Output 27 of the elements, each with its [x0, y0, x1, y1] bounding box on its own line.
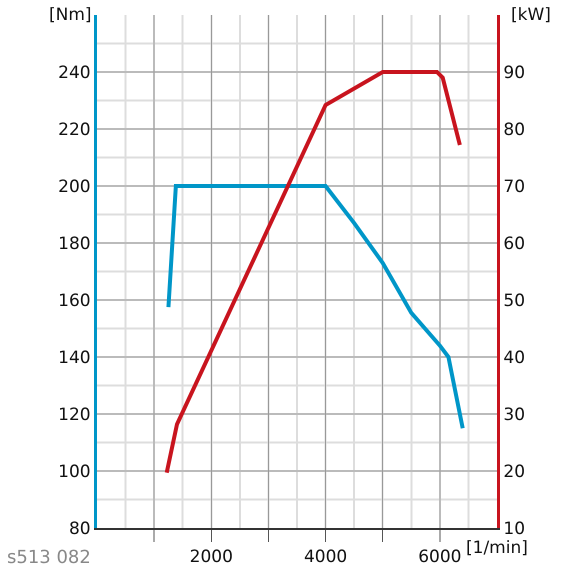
- y2-tick-label: 10: [503, 518, 526, 539]
- y2-tick-label: 40: [503, 348, 526, 368]
- y2-axis-title: [kW]: [511, 5, 551, 25]
- x-tick-label: 4000: [304, 547, 348, 568]
- x-tick-label: 6000: [418, 547, 462, 568]
- y2-tick-label: 90: [503, 62, 526, 83]
- y-tick-label: 240: [58, 62, 91, 83]
- y-tick-label: 120: [58, 404, 91, 425]
- y-tick-label: 180: [58, 234, 91, 254]
- y-axis-title: [Nm]: [49, 5, 92, 25]
- x-axis-title: [1/min]: [466, 538, 528, 558]
- x-tick-label: 2000: [190, 547, 233, 568]
- y-tick-label: 80: [68, 518, 91, 539]
- y2-tick-label: 20: [503, 462, 526, 482]
- y2-tick-label: 60: [503, 234, 526, 254]
- y2-tick-label: 70: [503, 176, 526, 197]
- y2-tick-label: 80: [503, 120, 526, 140]
- y-tick-label: 140: [58, 348, 91, 368]
- y-tick-label: 160: [58, 290, 91, 311]
- text: s513 082: [7, 547, 91, 568]
- y2-tick-label: 50: [503, 290, 526, 311]
- y-tick-label: 200: [58, 176, 91, 197]
- line-series: [164, 70, 462, 475]
- y2-tick-label: 30: [503, 404, 526, 425]
- y-tick-label: 220: [58, 120, 91, 140]
- line-series: [166, 184, 465, 430]
- y-tick-label: 100: [58, 462, 91, 482]
